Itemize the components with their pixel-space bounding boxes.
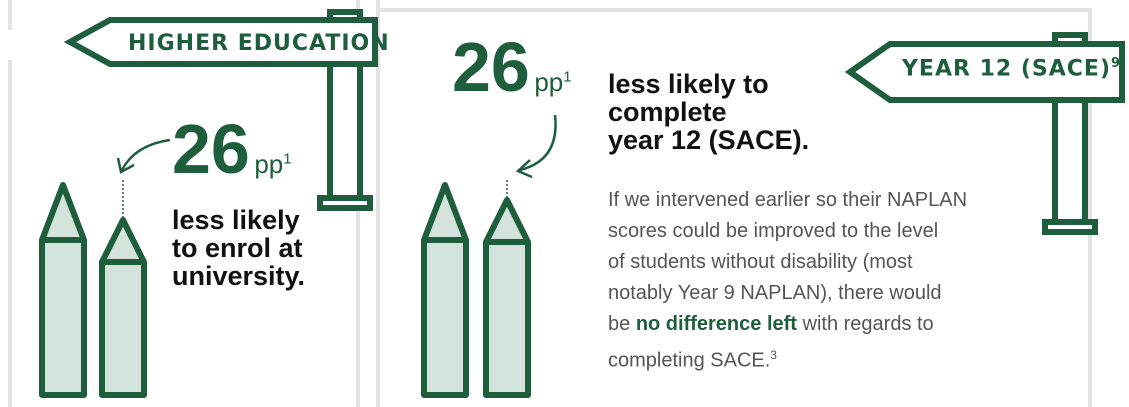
unit: pp1 [534,67,571,97]
sign-label: YEAR 12 (SACE)9 [902,56,1121,81]
text: with regards to [796,313,934,335]
paragraph-line: be no difference left with regards to [608,309,967,340]
figure: 26 [172,110,250,188]
figure: 26 [452,28,530,106]
footnote: 9 [1111,56,1122,71]
paragraph-line: notably Year 9 NAPLAN), there would [608,282,942,304]
statement: less likely to enrol at university. [172,206,305,290]
paragraph: If we intervened earlier so their NAPLAN… [608,185,967,377]
text: completing SACE. [608,349,771,372]
footnote: 3 [770,348,777,362]
stat: 26 pp1 [452,32,572,102]
footnote: 1 [283,150,292,168]
paragraph-line: of students without disability (most [608,251,913,273]
unit-text: pp [254,149,284,179]
statement-line: complete [608,97,727,127]
statement-line: year 12 (SACE). [608,125,810,155]
unit: pp1 [254,149,291,179]
stat: 26 pp1 [172,114,292,184]
paragraph-line: If we intervened earlier so their NAPLAN [608,189,968,211]
statement-line: university. [172,261,306,291]
emphasis: no difference left [635,313,797,335]
footnote: 1 [563,68,572,86]
sign-text: YEAR 12 (SACE) [902,56,1112,82]
paragraph-line: scores could be improved to the level [608,220,939,242]
statement: less likely to complete year 12 (SACE). [608,70,809,154]
sign-label: HIGHER EDUCATION [128,31,390,56]
statement-line: less likely to [608,69,769,99]
unit-text: pp [534,67,564,97]
paragraph-line: completing SACE.3 [608,340,967,377]
statement-line: to enrol at [172,233,303,263]
statement-line: less likely [172,205,300,235]
text: be [608,313,636,335]
